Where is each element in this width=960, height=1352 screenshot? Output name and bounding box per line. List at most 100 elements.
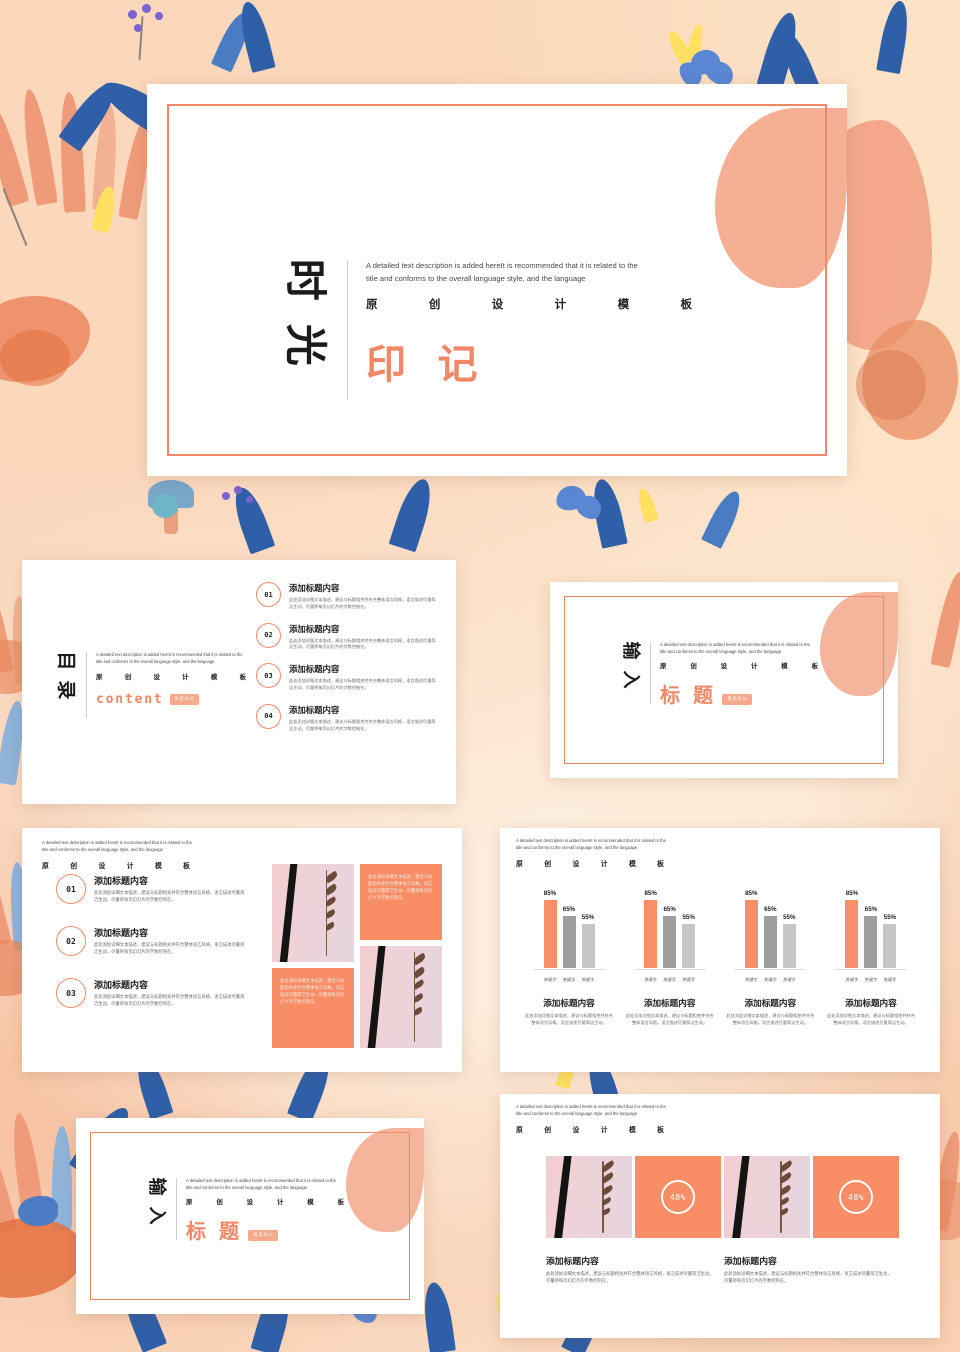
header-english-line-1: A detailed text description is added her… — [516, 838, 666, 843]
list-item[interactable]: 02 添加标题内容 此处添加详细文本描述，建议与标题相关并符合整体语言风格，语言… — [256, 622, 442, 652]
divider-main-char-1: 标 — [660, 682, 686, 707]
coral-note-tile[interactable]: 此处添加详细文本描述，建议与标题相关并符合整体语言风格，语言描述尽量简洁生动，尽… — [272, 968, 354, 1048]
coral-blob — [0, 330, 70, 386]
list-item[interactable]: 01 添加标题内容 此处添加详细文本描述，建议与标题相关并符合整体语言风格，语言… — [256, 582, 442, 611]
spaced-char: 模 — [628, 1126, 636, 1134]
vertical-char: 时 — [281, 258, 331, 300]
spaced-char: 原 — [516, 860, 523, 868]
bar-value: 65% — [663, 906, 676, 913]
slide-list-photos[interactable]: A detailed text description is added her… — [22, 828, 462, 1072]
percent-tile[interactable]: 48% — [635, 1156, 721, 1238]
item-body: 此处添加详细文本描述，建议与标题相关并符合整体语言风格，语言描述尽量简洁生动，尽… — [289, 718, 436, 731]
decor-dot — [18, 1196, 58, 1226]
spaced-char: 板 — [680, 299, 692, 312]
gallery-strip: 48% 48% — [546, 1156, 899, 1238]
bar-value: 85% — [644, 890, 657, 897]
divider-badge: 风云办公 — [722, 693, 753, 705]
cover-divider-rule — [347, 260, 348, 400]
caption-block[interactable]: 添加标题内容 此处添加详细文本描述，建议与标题相关并符合整体语言风格，语言描述尽… — [546, 1254, 721, 1285]
slide-cover[interactable]: 时 光 A detailed text description is added… — [147, 84, 847, 476]
bar-rect — [883, 924, 897, 968]
chart-axis-line — [734, 969, 807, 970]
bar-rect — [543, 900, 557, 968]
caption-block[interactable]: 添加标题内容 此处添加详细文本描述，建议与标题相关并符合整体语言风格，语言描述尽… — [724, 1254, 899, 1285]
caption-title: 添加标题内容 — [724, 1256, 777, 1266]
bar-item: 85% — [845, 890, 859, 968]
bar-value: 55% — [682, 914, 695, 921]
photo-tile[interactable] — [360, 946, 442, 1048]
spaced-char: 计 — [554, 299, 567, 312]
item-body: 此处添加详细文本描述，建议与标题相关并符合整体语言风格，语言描述尽量简洁生动，尽… — [94, 994, 245, 1006]
spaced-char: 板 — [183, 862, 190, 870]
photo-tile[interactable] — [724, 1156, 810, 1238]
slide4-photo-grid: 此处添加详细文本描述，建议与标题相关并符合整体语言风格，语言描述尽量简洁生动，尽… — [272, 864, 442, 1048]
contents-wordmark: content — [96, 691, 164, 707]
spaced-char: 模 — [617, 299, 630, 312]
berry — [234, 486, 242, 494]
cover-main-title: 印 记 — [366, 342, 487, 389]
bar-value: 55% — [883, 914, 897, 921]
divider-main-char-1: 标 — [186, 1218, 212, 1243]
divider-english-line-1: A detailed text description is added her… — [186, 1178, 336, 1183]
item-number-badge: 03 — [256, 663, 281, 689]
slide-charts[interactable]: A detailed text description is added her… — [500, 828, 940, 1072]
bar-category-label: 关键字 — [581, 977, 595, 982]
spaced-char: 板 — [337, 1198, 344, 1206]
list-item[interactable]: 03 添加标题内容 此处添加详细文本描述，建议与标题相关并符合整体语言风格，语言… — [56, 978, 266, 1008]
bar-group: 85% 65% 55% — [644, 884, 696, 968]
bar-category-label: 关键字 — [745, 977, 758, 982]
chart-group-container: 85% 65% 55% 关键字 关键字 关键字 — [522, 884, 918, 1027]
bar-category-label: 关键字 — [562, 977, 576, 982]
photo-tile[interactable] — [546, 1156, 632, 1238]
slide-divider-top[interactable]: 输 入 A detailed text description is added… — [550, 582, 898, 778]
list-item[interactable]: 03 添加标题内容 此处添加详细文本描述，建议与标题相关并符合整体语言风格，语言… — [256, 663, 442, 692]
chart-group[interactable]: 85% 65% 55% 关键字 关键字 关键字 — [522, 884, 616, 1027]
caption-body: 此处添加详细文本描述，建议与标题相关并符合整体语言风格，语言描述尽量简洁生动，尽… — [724, 1271, 892, 1283]
cover-english-line-2: title and conforms to the overall langua… — [366, 273, 586, 283]
spaced-char: 板 — [811, 662, 818, 670]
chart-group[interactable]: 85% 65% 55% 关键字 关键字 关键字 — [723, 884, 817, 1027]
cover-vertical-title: 时 光 — [277, 258, 333, 365]
bar-value: 65% — [764, 906, 777, 913]
spaced-char: 设 — [572, 860, 580, 868]
divider-main-char-2: 题 — [693, 682, 716, 707]
chart-group[interactable]: 85% 65% 55% 关键字 关键字 关键字 — [623, 884, 717, 1027]
bar-rect — [845, 900, 859, 968]
bar-item: 85% — [644, 890, 658, 968]
chart-group[interactable]: 85% 65% 55% 关键字 关键字 关键字 — [824, 884, 918, 1027]
berry — [155, 12, 163, 20]
chart-axis-line — [834, 969, 907, 970]
list-item[interactable]: 01 添加标题内容 此处添加详细文本描述，建议与标题相关并符合整体语言风格，语言… — [56, 874, 266, 904]
item-number-badge: 04 — [256, 703, 281, 729]
chart-axis-line — [533, 969, 605, 970]
photo-tile[interactable] — [272, 864, 354, 962]
chart-axis-line — [633, 969, 706, 970]
gallery-captions: 添加标题内容 此处添加详细文本描述，建议与标题相关并符合整体语言风格，语言描述尽… — [546, 1254, 899, 1285]
berry — [142, 4, 151, 13]
spaced-char: 创 — [544, 860, 552, 868]
slide4-header: A detailed text description is added her… — [42, 840, 242, 870]
spaced-char: 计 — [600, 860, 608, 868]
list-item[interactable]: 04 添加标题内容 此处添加详细文本描述，建议与标题相关并符合整体语言风格，语言… — [256, 703, 442, 733]
spaced-char: 计 — [182, 673, 189, 681]
spaced-char: 创 — [70, 862, 78, 870]
slide-gallery[interactable]: A detailed text description is added her… — [500, 1094, 940, 1338]
slide-contents[interactable]: 目 录 A detailed text description is added… — [22, 560, 456, 804]
percent-tile[interactable]: 48% — [813, 1156, 899, 1238]
item-number-badge: 02 — [56, 926, 86, 956]
item-number-badge: 03 — [56, 978, 86, 1008]
caption-body: 此处添加详细文本描述，建议与标题相关并符合整体语言风格，语言描述尽量简洁生动，尽… — [546, 1271, 714, 1283]
list-item[interactable]: 02 添加标题内容 此处添加详细文本描述，建议与标题相关并符合整体语言风格，语言… — [56, 926, 266, 956]
item-body: 此处添加详细文本描述，建议与标题相关并符合整体语言风格，语言描述尽量简洁生动，尽… — [289, 597, 436, 609]
sprig-decor — [767, 1159, 796, 1234]
spaced-char: 原 — [366, 299, 378, 312]
bar-category-label: 关键字 — [644, 977, 657, 982]
bar-item: 85% — [744, 890, 758, 968]
vertical-char: 录 — [54, 680, 77, 700]
spaced-char: 计 — [126, 862, 134, 870]
vertical-char: 光 — [281, 323, 331, 365]
bar-item: 65% — [663, 906, 677, 968]
coral-note-tile[interactable]: 此处添加详细文本描述，建议与标题相关并符合整体语言风格，语言描述尽量简洁生动，尽… — [360, 864, 442, 940]
slide-divider-bottom[interactable]: 输 入 A detailed text description is added… — [76, 1118, 424, 1314]
bar-rect — [682, 924, 696, 968]
